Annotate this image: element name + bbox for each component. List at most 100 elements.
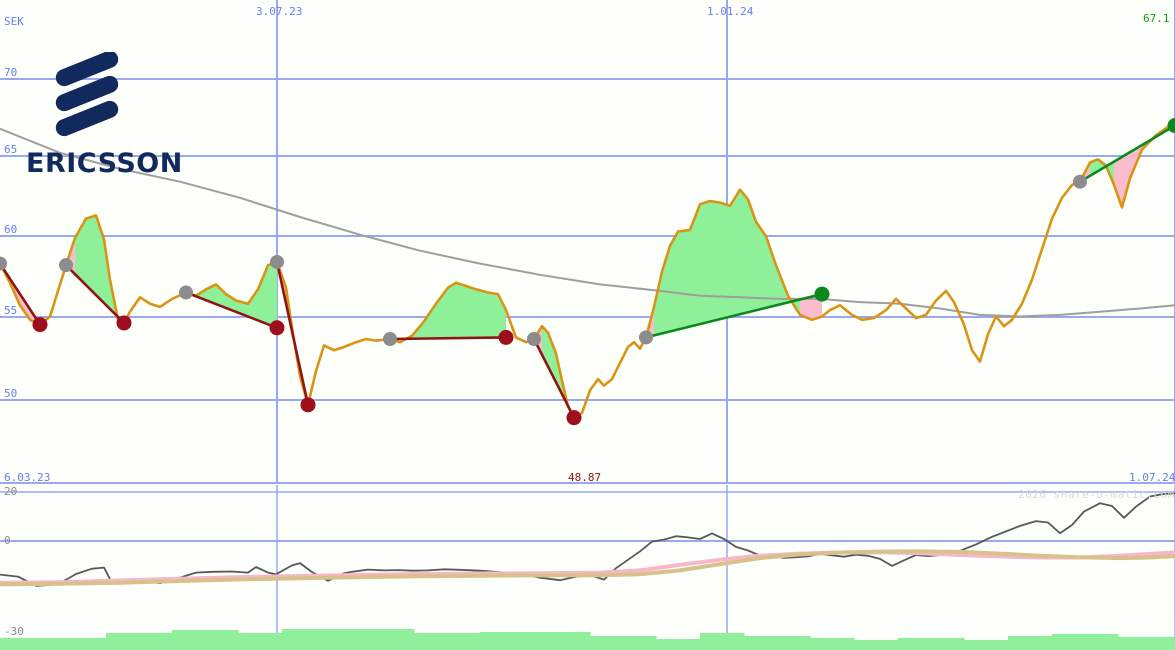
- volume-bar: [216, 630, 239, 650]
- volume-bar: [700, 633, 723, 650]
- trend-line-down: [184, 291, 279, 330]
- volume-bar: [854, 640, 877, 650]
- trend-line-down: [388, 336, 508, 341]
- logo-bar-segment: [55, 100, 119, 137]
- volume-bar: [260, 633, 283, 650]
- logo-bar-segment: [55, 52, 119, 87]
- price-ytick-65: 65: [4, 143, 18, 156]
- trend-end-marker-down[interactable]: [32, 317, 48, 333]
- volume-bar: [942, 638, 965, 650]
- volume-bar: [634, 636, 657, 650]
- price-ytick-55: 55: [4, 304, 18, 317]
- volume-bar: [458, 633, 481, 650]
- volume-bar: [44, 638, 67, 650]
- volume-bar: [150, 633, 173, 650]
- volume-bar: [964, 640, 987, 650]
- trend-start-marker[interactable]: [179, 285, 193, 300]
- top-label-3.07.23: 3.07.23: [256, 5, 303, 18]
- volume-bar: [348, 629, 371, 650]
- indicator-ytick-20: 20: [4, 485, 18, 498]
- bottom-label-48.87: 48.87: [568, 471, 602, 484]
- volume-bar: [590, 636, 613, 650]
- volume-bar: [194, 630, 217, 650]
- indicator-line-oscillator: [0, 492, 1175, 587]
- bottom-label-1.07.24: 1.07.24: [1129, 471, 1175, 484]
- volume-bar: [678, 639, 701, 650]
- volume-bar: [22, 638, 45, 650]
- vertical-gridlines: [276, 0, 1175, 650]
- trend-start-marker[interactable]: [383, 332, 397, 347]
- trend-fill-up: [412, 282, 506, 339]
- volume-bar: [788, 636, 811, 650]
- price-ytick-60: 60: [4, 223, 18, 236]
- trend-start-marker[interactable]: [527, 332, 541, 347]
- indicator-line-signal-ma-slow: [0, 549, 1175, 587]
- volume-bar: [898, 638, 921, 650]
- trend-end-marker-down[interactable]: [269, 320, 285, 336]
- volume-bar: [568, 632, 591, 650]
- trend-end-marker-down[interactable]: [300, 397, 316, 413]
- trend-markers: [0, 118, 1175, 426]
- volume-bar: [502, 632, 525, 650]
- volume-bar: [1030, 636, 1053, 650]
- trend-line-up: [644, 292, 824, 339]
- volume-bar: [1118, 637, 1141, 650]
- volume-bar: [524, 632, 547, 650]
- volume-bar: [238, 633, 261, 650]
- volume-bar: [766, 636, 789, 650]
- trend-start-marker[interactable]: [270, 254, 284, 269]
- trend-end-marker-down[interactable]: [498, 329, 514, 345]
- trend-line-down: [64, 263, 126, 325]
- logo-bar-2: [55, 100, 119, 137]
- trend-start-marker[interactable]: [639, 330, 653, 345]
- volume-bar: [1052, 634, 1075, 650]
- volume-bar: [84, 638, 107, 650]
- bottom-label-6.03.23: 6.03.23: [4, 471, 51, 484]
- price-ytick-50: 50: [4, 387, 18, 400]
- volume-bar: [480, 632, 503, 650]
- price-ytick-70: 70: [4, 66, 18, 79]
- volume-bar: [612, 636, 635, 650]
- ericsson-wordmark: ERICSSON: [26, 148, 183, 179]
- indicator-ytick-0: 0: [4, 534, 11, 547]
- ericsson-logo: ERICSSON: [26, 52, 216, 182]
- moving-average-line: [0, 127, 1175, 318]
- trend-end-marker-down[interactable]: [566, 410, 582, 426]
- trend-fill-down: [1114, 135, 1156, 208]
- volume-bar: [722, 633, 745, 650]
- volume-bar: [920, 638, 943, 650]
- volume-bar: [392, 629, 415, 650]
- trend-fill-up: [542, 326, 568, 407]
- trend-fill-up: [75, 215, 118, 320]
- trend-end-marker-down[interactable]: [116, 315, 132, 331]
- trend-line-up: [1078, 124, 1175, 184]
- trend-start-marker[interactable]: [1073, 174, 1087, 189]
- trend-end-marker-up[interactable]: [814, 286, 830, 302]
- trend-fill-up: [654, 189, 800, 336]
- indicator-lines: [0, 492, 1175, 587]
- logo-bar-0: [55, 52, 119, 87]
- volume-bar: [656, 639, 679, 650]
- top-label-1.01.24: 1.01.24: [707, 5, 754, 18]
- volume-bar: [106, 633, 129, 650]
- trend-start-marker[interactable]: [59, 258, 73, 273]
- trend-line-down: [532, 337, 576, 419]
- indicator-ytick--30: -30: [4, 625, 24, 638]
- trend-end-marker-up[interactable]: [1167, 118, 1175, 134]
- volume-bar: [0, 638, 23, 650]
- volume-bar: [546, 632, 569, 650]
- volume-bar: [1162, 637, 1175, 650]
- volume-bar: [1008, 636, 1031, 650]
- volume-bar: [744, 636, 767, 650]
- volume-bar: [1074, 634, 1097, 650]
- volume-bar: [1096, 634, 1119, 650]
- trend-start-marker[interactable]: [0, 256, 7, 271]
- volume-bar: [282, 629, 305, 650]
- logo-bar-1: [55, 75, 119, 112]
- trend-fill-up: [196, 262, 277, 328]
- volume-bar: [172, 630, 195, 650]
- volume-bar: [876, 640, 899, 650]
- trend-line-down: [275, 260, 310, 407]
- volume-bar: [326, 629, 349, 650]
